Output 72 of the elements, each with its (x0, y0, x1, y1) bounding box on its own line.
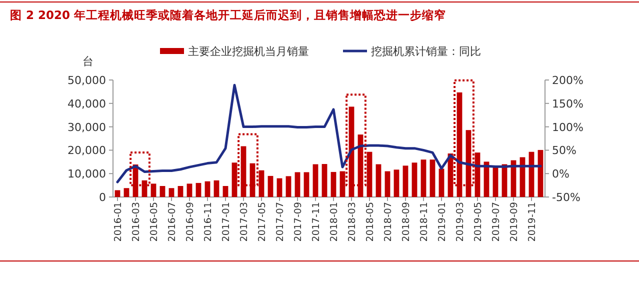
y-axis-title: 台 (82, 55, 94, 68)
bar (394, 170, 400, 197)
x-tick-label: 2019-05 (473, 202, 484, 242)
bar (304, 172, 310, 197)
x-tick-label: 2019-03 (455, 202, 466, 242)
bar (214, 180, 220, 197)
bar (268, 176, 274, 197)
x-tick-label: 2018-07 (383, 202, 394, 242)
bar (276, 178, 282, 197)
bar (412, 162, 418, 197)
legend-label: 主要企业挖掘机当月销量 (188, 45, 309, 58)
bar (376, 164, 382, 197)
bar (178, 186, 184, 197)
x-tick-label: 2018-09 (401, 202, 412, 242)
bar (114, 190, 120, 197)
y2-tick-label: 50% (552, 144, 576, 158)
x-tick-label: 2017-11 (311, 202, 322, 242)
bar (294, 172, 300, 197)
y2-tick-label: 100% (552, 120, 584, 134)
bar (330, 172, 336, 197)
x-tick-label: 2017-01 (221, 202, 232, 242)
y-tick-label: 10,000 (68, 168, 106, 181)
bar (240, 146, 246, 197)
y2-tick-label: 0% (552, 168, 570, 181)
legend-label: 挖掘机累计销量：同比 (371, 45, 481, 58)
bar (204, 181, 210, 197)
x-tick-label: 2017-03 (239, 202, 250, 242)
y2-tick-label: -50% (552, 191, 580, 204)
bar (232, 162, 238, 197)
bar (402, 166, 408, 197)
y2-tick-label: 200% (552, 74, 584, 87)
y-tick-label: 0 (99, 191, 106, 204)
bar (150, 184, 156, 197)
x-tick-label: 2016-09 (185, 202, 196, 242)
bar (286, 176, 292, 197)
y-tick-label: 20,000 (68, 144, 106, 158)
bar (312, 164, 318, 197)
bar (430, 160, 436, 197)
bar (258, 170, 264, 197)
y-tick-label: 30,000 (68, 120, 106, 134)
x-tick-label: 2019-07 (491, 202, 502, 242)
bar (384, 171, 390, 197)
x-tick-label: 2018-11 (419, 202, 430, 242)
x-tick-label: 2016-03 (131, 202, 142, 242)
x-tick-label: 2016-07 (167, 202, 178, 242)
x-tick-label: 2017-05 (257, 202, 268, 242)
bar (322, 164, 328, 197)
x-tick-label: 2017-09 (293, 202, 304, 242)
x-tick-label: 2019-11 (527, 202, 538, 242)
x-tick-label: 2016-05 (149, 202, 160, 242)
bar (160, 186, 166, 197)
x-tick-label: 2018-03 (347, 202, 358, 242)
x-tick-label: 2019-01 (437, 202, 448, 242)
bar (438, 168, 444, 197)
y-tick-label: 50,000 (68, 74, 106, 87)
bar (186, 184, 192, 197)
y-tick-label: 40,000 (68, 97, 106, 110)
chart-title: 图 2 2020 年工程机械旺季或随着各地开工延后而迟到，且销售增幅恐进一步缩窄 (10, 8, 446, 22)
x-tick-label: 2018-01 (329, 202, 340, 242)
x-tick-label: 2019-09 (509, 202, 520, 242)
y2-tick-label: 150% (552, 97, 584, 110)
bar (420, 160, 426, 197)
bar (196, 182, 202, 197)
bar (340, 171, 346, 197)
x-tick-label: 2016-01 (113, 202, 124, 242)
x-tick-label: 2018-05 (365, 202, 376, 242)
x-tick-label: 2017-07 (275, 202, 286, 242)
bar (222, 186, 228, 197)
bar (366, 152, 372, 197)
x-tick-label: 2016-11 (203, 202, 214, 242)
bar (124, 188, 130, 197)
bar (168, 188, 174, 197)
